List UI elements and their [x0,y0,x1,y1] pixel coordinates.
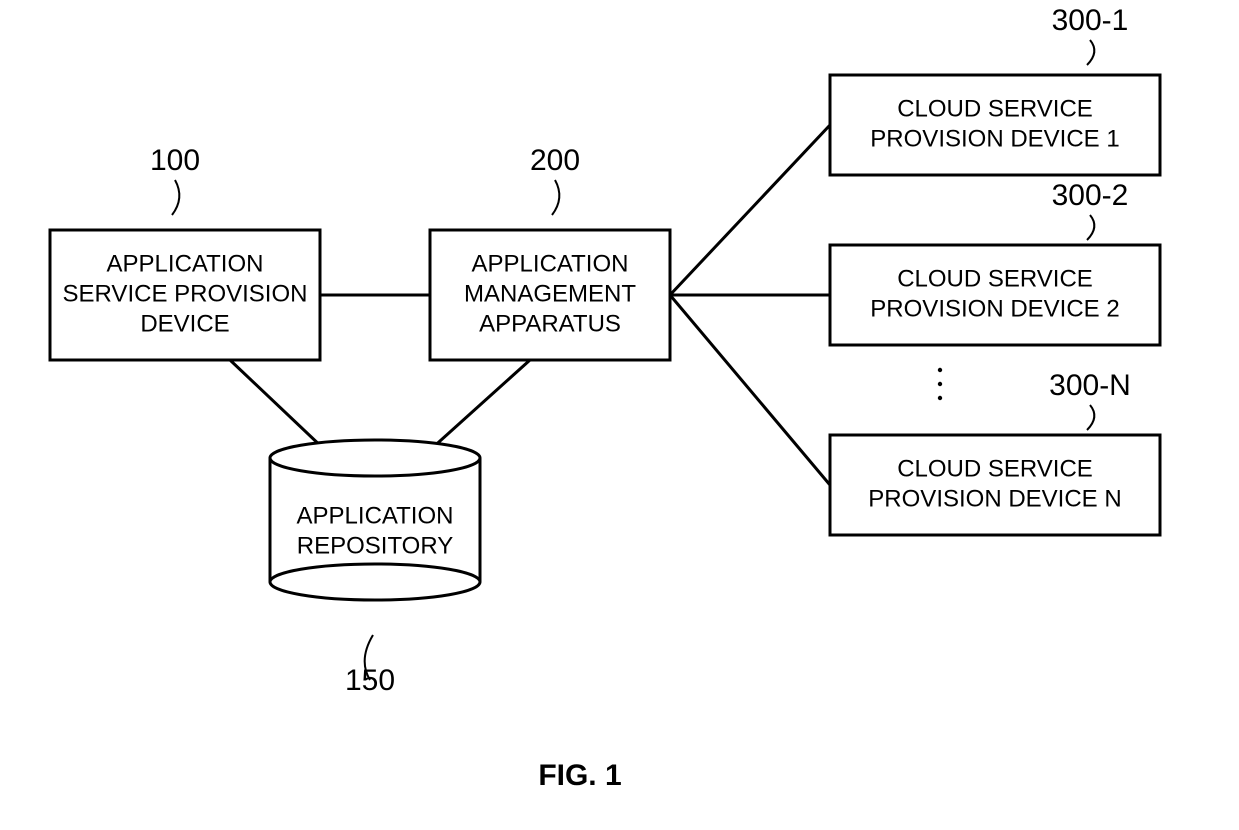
node-text: PROVISION DEVICE 1 [870,125,1119,152]
node-text: SERVICE PROVISION [63,280,308,307]
figure-caption: FIG. 1 [538,759,621,792]
ref-label-repo: 150 [345,664,395,697]
ellipsis-dot [938,396,942,400]
ref-label-cloud2: 300-2 [1052,179,1129,212]
ref-label-app_service: 100 [150,144,200,177]
node-text: CLOUD SERVICE [897,455,1093,482]
node-text: APPARATUS [479,310,621,337]
node-app_service: APPLICATION SERVICE PROVISION DEVICE [50,230,320,360]
ref-label-cloudN: 300-N [1049,369,1131,402]
node-repo: APPLICATION REPOSITORY [270,440,480,600]
node-text: MANAGEMENT [464,280,636,307]
node-text: PROVISION DEVICE N [868,485,1121,512]
node-text: CLOUD SERVICE [897,95,1093,122]
ref-label-cloud1: 300-1 [1052,4,1129,37]
node-text: APPLICATION [297,502,454,529]
node-cloud2: CLOUD SERVICE PROVISION DEVICE 2 [830,245,1160,345]
node-cloud1: CLOUD SERVICE PROVISION DEVICE 1 [830,75,1160,175]
node-text: REPOSITORY [297,532,454,559]
node-text: APPLICATION [472,250,629,277]
node-text: CLOUD SERVICE [897,265,1093,292]
node-text: DEVICE [140,310,229,337]
node-cloudN: CLOUD SERVICE PROVISION DEVICE N [830,435,1160,535]
diagram-canvas: APPLICATIONSERVICE PROVISIONDEVICEAPPLIC… [0,0,1239,830]
ref-label-app_mgmt: 200 [530,144,580,177]
node-text: APPLICATION [107,250,264,277]
node-text: PROVISION DEVICE 2 [870,295,1119,322]
node-app_mgmt: APPLICATION MANAGEMENT APPARATUS [430,230,670,360]
ellipsis-dot [938,382,942,386]
ellipsis-dot [938,368,942,372]
